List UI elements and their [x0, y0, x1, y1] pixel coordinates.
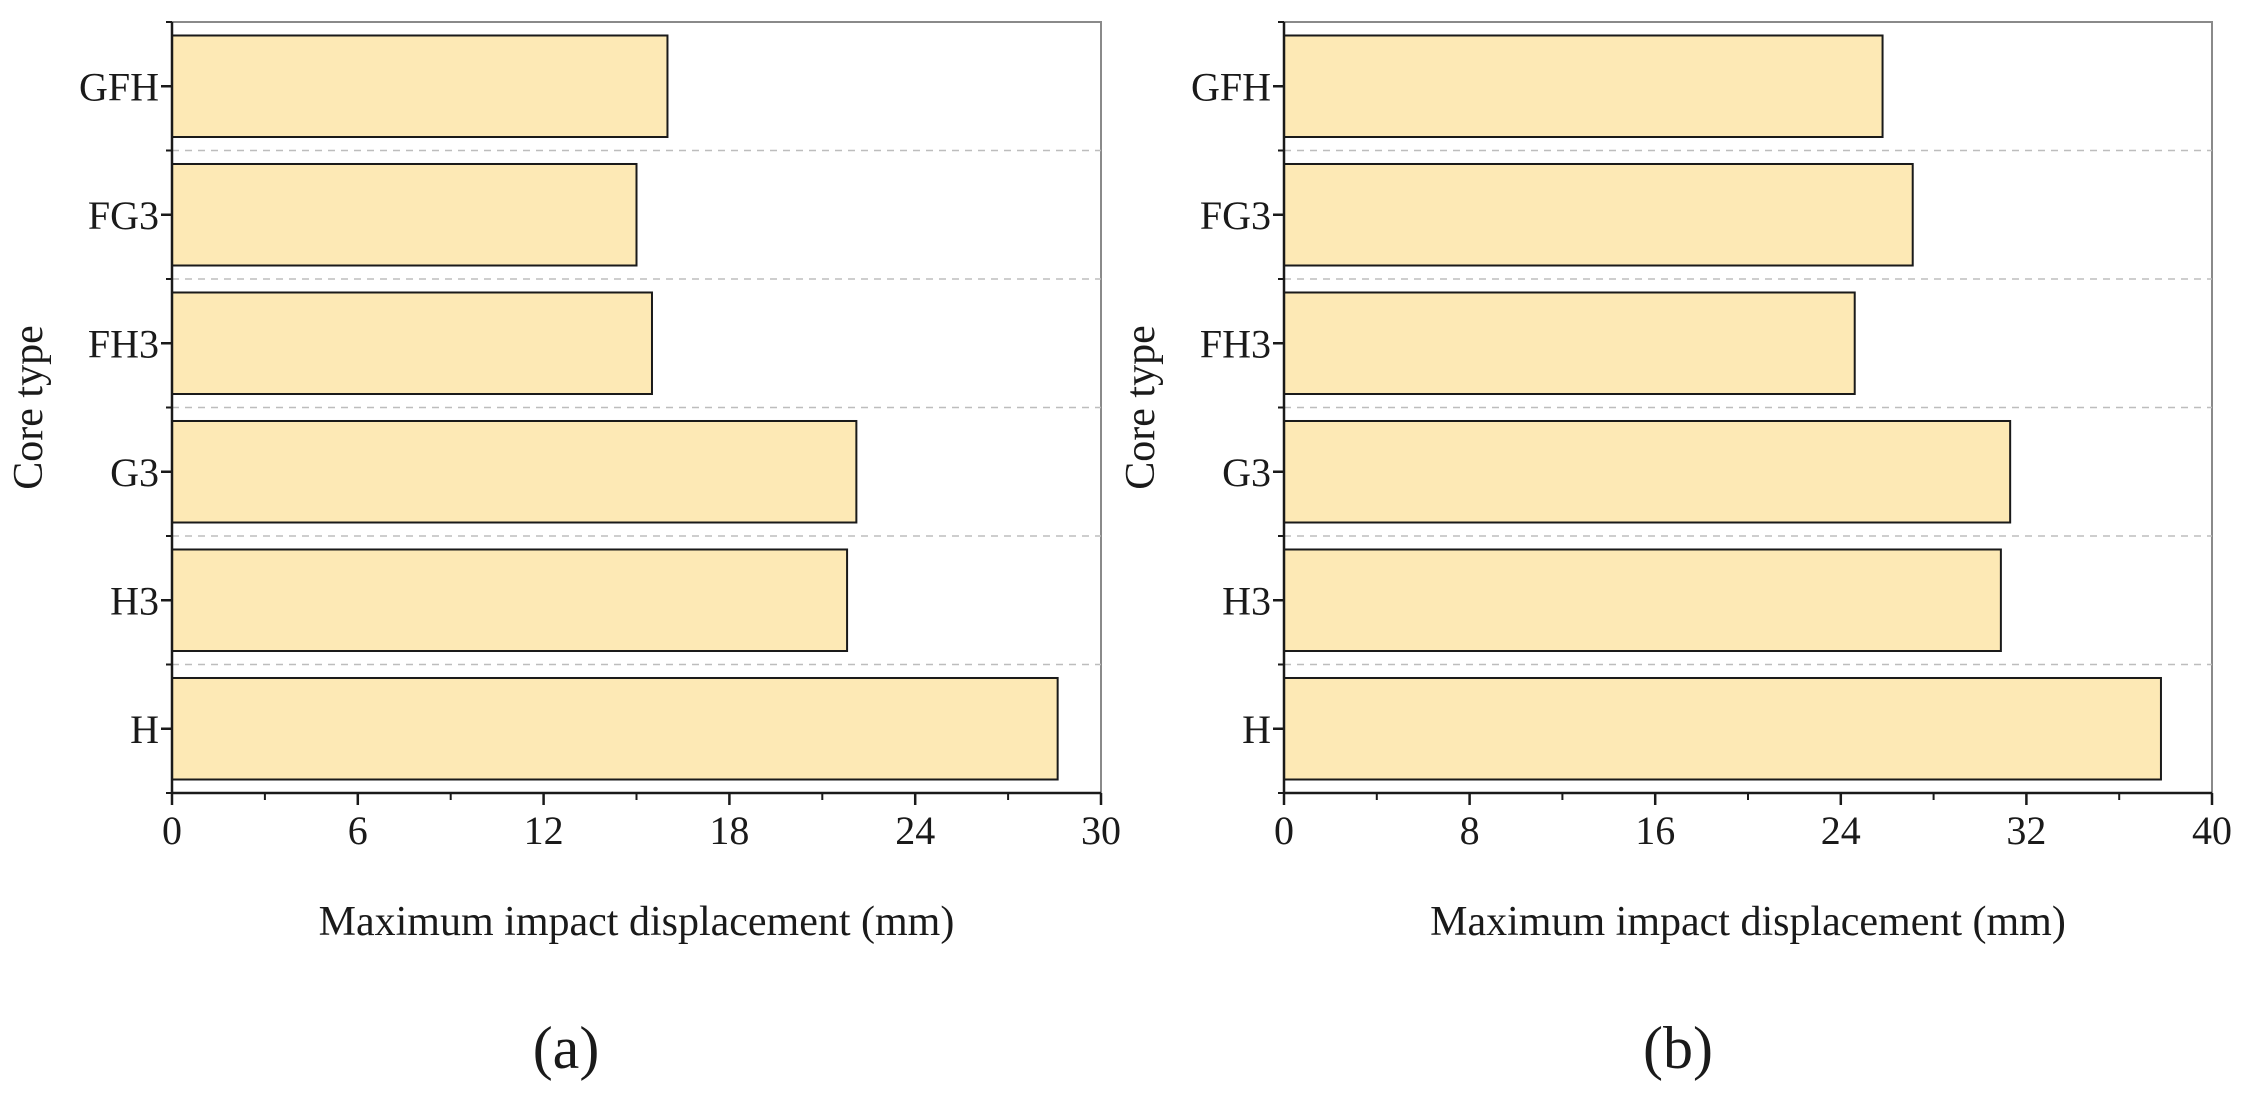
y-tick-label: GFH: [1191, 64, 1271, 109]
x-tick-label: 8: [1460, 808, 1480, 853]
y-tick-label: H3: [1222, 578, 1271, 623]
y-tick-label: FH3: [88, 321, 159, 366]
bar-h3: [171, 548, 849, 653]
x-tick-label: 0: [1274, 808, 1294, 853]
x-tick-label: 24: [1821, 808, 1861, 853]
x-tick-label: 16: [1635, 808, 1675, 853]
bar-g3: [171, 419, 858, 524]
y-tick-label: FG3: [88, 193, 159, 238]
bar-h: [1283, 676, 2162, 781]
panel-caption: (b): [1643, 1015, 1713, 1081]
x-tick-label: 6: [348, 808, 368, 853]
y-tick-label: H: [130, 707, 159, 752]
bar-h3: [1283, 548, 2002, 653]
x-axis-title: Maximum impact displacement (mm): [319, 899, 955, 945]
bar-gfh: [1283, 34, 1884, 139]
y-tick-label: FH3: [1200, 321, 1271, 366]
chart-panel-a: GFH FG3 FH3 G3 H3 H 0 6 12 18 24 30 Maximum impact d…: [6, 21, 1121, 1081]
x-tick-label: 18: [709, 808, 749, 853]
bar-fh3: [1283, 291, 1856, 396]
x-tick-label: 12: [524, 808, 564, 853]
bar-gfh: [171, 34, 669, 139]
y-axis-title: Core type: [1118, 325, 1164, 489]
y-tick-label: FG3: [1200, 193, 1271, 238]
panel-caption: (a): [533, 1015, 600, 1081]
y-tick-label: H3: [110, 578, 159, 623]
x-tick-label: 30: [1081, 808, 1121, 853]
bar-g3: [1283, 419, 2012, 524]
bar-fh3: [171, 291, 653, 396]
y-axis-title: Core type: [6, 325, 52, 489]
x-tick-label: 0: [162, 808, 182, 853]
x-axis-title: Maximum impact displacement (mm): [1430, 899, 2066, 945]
y-tick-label: G3: [1222, 450, 1271, 495]
x-tick-label: 24: [895, 808, 935, 853]
x-tick-label: 40: [2192, 808, 2232, 853]
x-tick-label: 32: [2006, 808, 2046, 853]
bar-fg3: [171, 162, 638, 267]
bar-h: [171, 676, 1059, 781]
y-tick-label: G3: [110, 450, 159, 495]
bar-fg3: [1283, 162, 1914, 267]
chart-panel-b: GFH FG3 FH3 G3 H3 H 0 8 16 24 32 40 Maximum impact d…: [1118, 21, 2232, 1081]
y-tick-label: H: [1242, 707, 1271, 752]
y-tick-label: GFH: [79, 64, 159, 109]
